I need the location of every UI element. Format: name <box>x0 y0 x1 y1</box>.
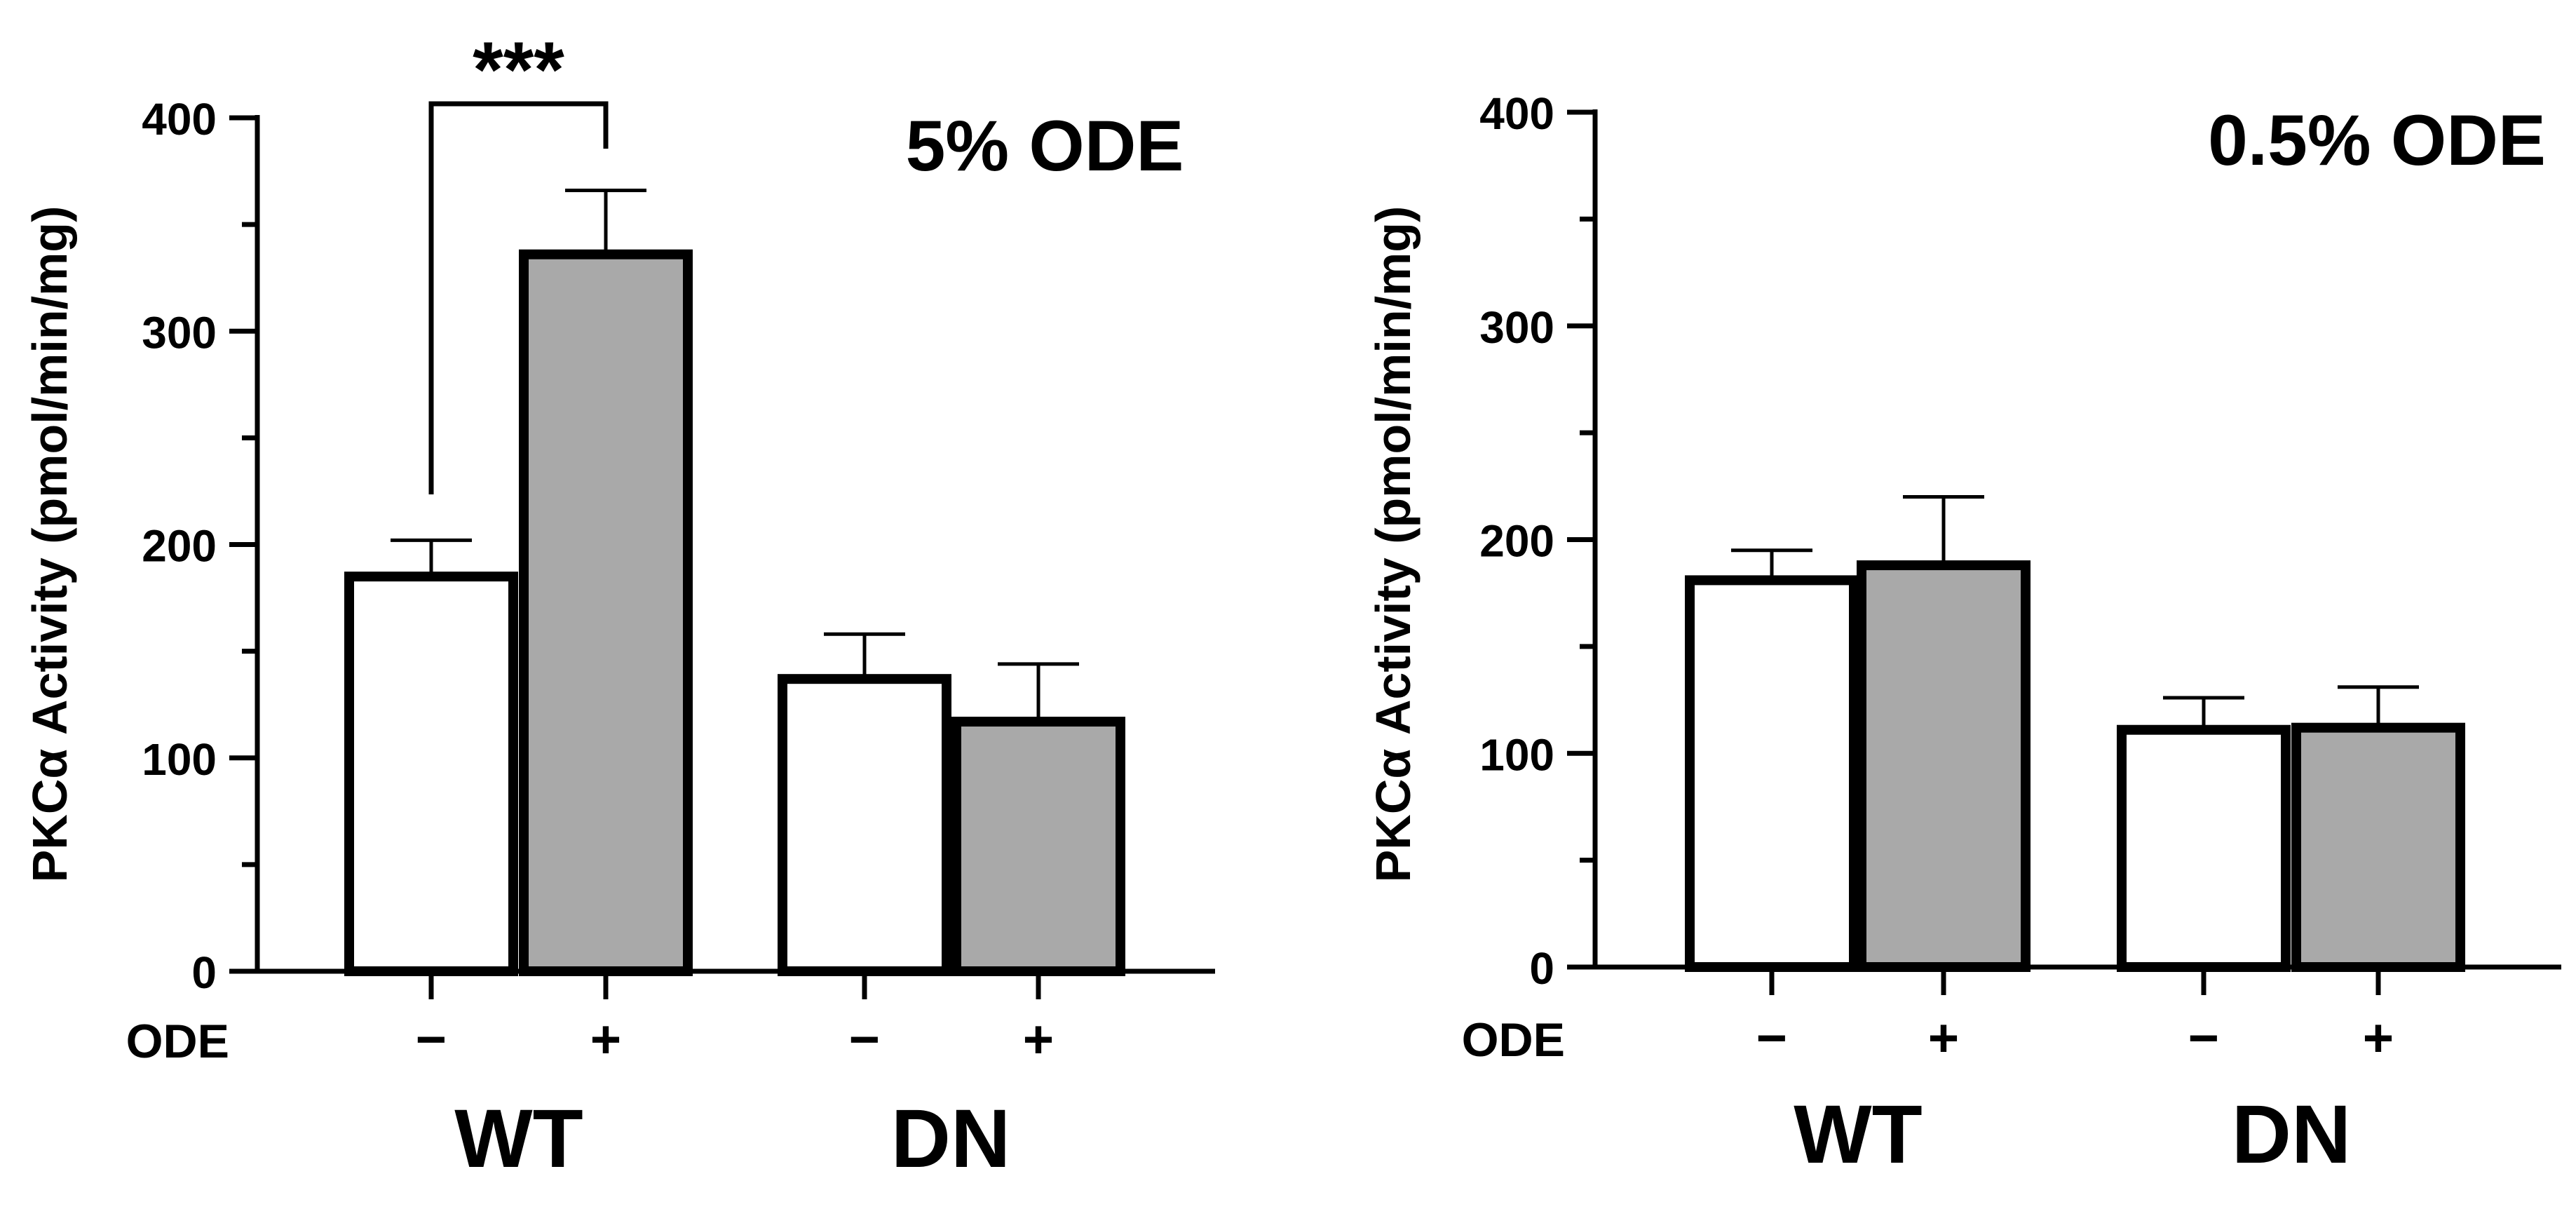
category-label: − <box>1756 1008 1787 1068</box>
category-label: + <box>2363 1008 2394 1068</box>
y-tick-label: 400 <box>142 94 217 144</box>
y-tick-label: 100 <box>1479 729 1554 780</box>
chart-panel-5pct: 0 100 200 300 400 PKCα Activity (pmol/min/mg)… <box>22 26 1215 1185</box>
bar <box>778 674 951 976</box>
y-axis-label: PKCα Activity (pmol/min/mg) <box>1366 206 1421 883</box>
group-label: WT <box>454 1093 583 1185</box>
category-label: − <box>849 1010 880 1069</box>
bar <box>2117 724 2291 973</box>
y-tick-label: 200 <box>1479 516 1554 567</box>
significance-label: *** <box>473 26 564 114</box>
bar <box>344 572 518 976</box>
panel-title: 5% ODE <box>906 106 1184 186</box>
y-tick-label: 100 <box>142 734 217 785</box>
y-tick-label: 300 <box>142 307 217 358</box>
panel-title: 0.5% ODE <box>2208 100 2546 180</box>
bar <box>519 249 693 977</box>
bar <box>951 717 1125 976</box>
chart-panel-05pct: 0 100 200 300 400 PKCα Activity (pmol/min/mg)… <box>1366 88 2561 1181</box>
bar <box>2291 722 2465 973</box>
ode-row-label: ODE <box>126 1015 229 1068</box>
y-tick-label: 0 <box>191 947 217 998</box>
category-label: + <box>1928 1008 1959 1068</box>
y-tick-label: 200 <box>142 521 217 572</box>
category-label: + <box>1023 1010 1054 1069</box>
group-label: WT <box>1794 1088 1922 1181</box>
category-label: − <box>416 1010 447 1069</box>
y-tick-label: 400 <box>1479 88 1554 139</box>
y-axis-label: PKCα Activity (pmol/min/mg) <box>22 206 77 883</box>
ode-row-label: ODE <box>1462 1013 1565 1067</box>
group-label: DN <box>2232 1088 2351 1181</box>
category-label: + <box>590 1010 621 1069</box>
bar <box>1685 575 1859 972</box>
category-label: − <box>2188 1008 2219 1068</box>
group-label: DN <box>891 1093 1010 1185</box>
y-tick-label: 0 <box>1529 943 1554 994</box>
bar <box>1857 560 2031 972</box>
significance-bracket <box>428 101 609 494</box>
y-tick-label: 300 <box>1479 302 1554 353</box>
